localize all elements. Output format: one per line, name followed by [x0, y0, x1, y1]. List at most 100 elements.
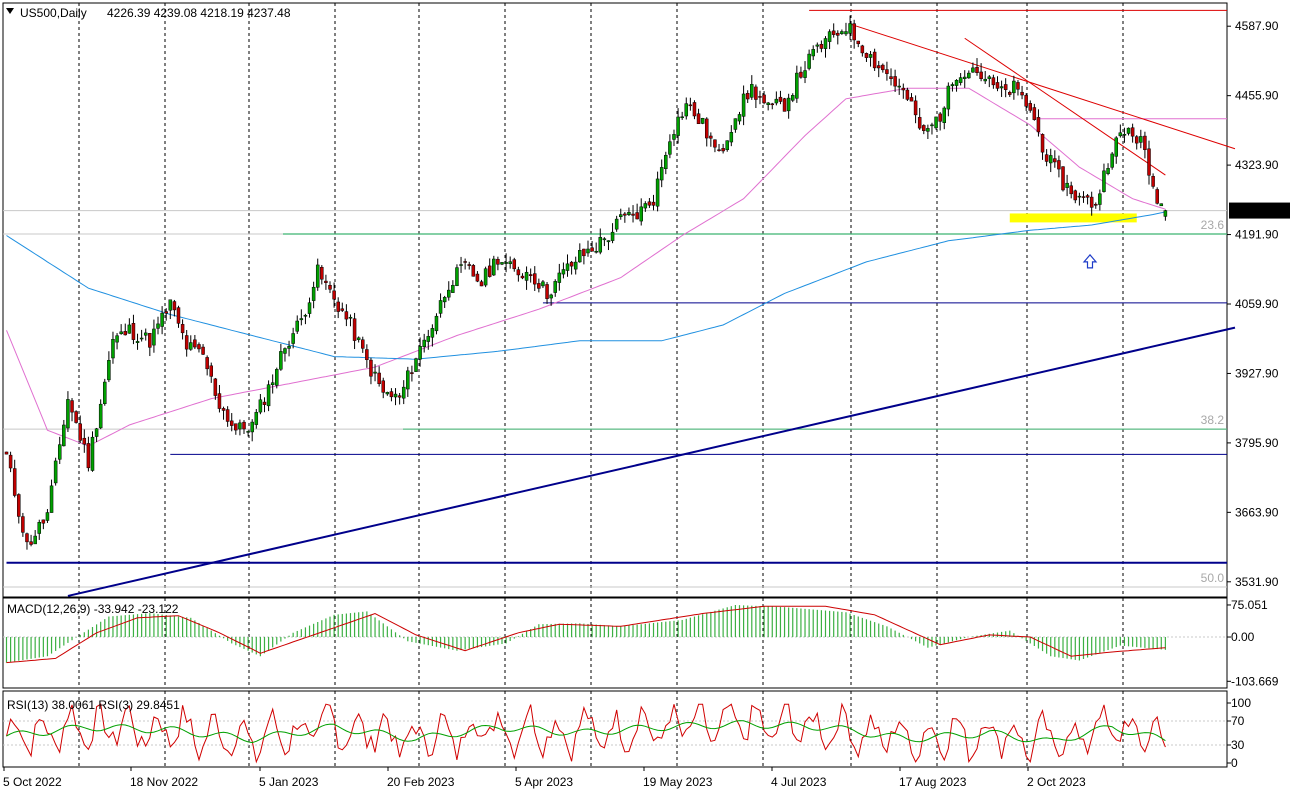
- candle-bull: [676, 116, 680, 136]
- rsi3-line: [6, 702, 1166, 764]
- current-price-tag: [1229, 202, 1290, 219]
- candle-bear: [1057, 160, 1061, 170]
- candle-bear: [12, 468, 17, 496]
- candle-bear: [176, 307, 181, 324]
- candle-bull: [33, 535, 37, 545]
- candle-bear: [205, 357, 209, 370]
- candle-bull: [1102, 170, 1106, 192]
- candle-bull: [733, 118, 738, 130]
- candle-bear: [332, 290, 336, 300]
- candle-bull: [680, 116, 684, 119]
- candle-bear: [496, 258, 500, 265]
- candle-bear: [324, 280, 328, 283]
- candle-bull: [418, 346, 422, 360]
- candle-bull: [897, 85, 901, 88]
- date-tick-label: 5 Apr 2023: [515, 775, 573, 789]
- candle-bull: [934, 116, 938, 129]
- rsi-tick-label: 0: [1231, 756, 1238, 770]
- date-tick-label: 20 Feb 2023: [387, 775, 455, 789]
- candle-bear: [1134, 136, 1139, 144]
- candle-bull: [291, 333, 295, 344]
- candle-bull: [160, 312, 164, 327]
- candle-bear: [365, 349, 369, 360]
- candle-bull: [573, 261, 578, 270]
- candle-bear: [344, 311, 349, 320]
- candle-bear: [995, 82, 1000, 89]
- candle-bull: [45, 512, 50, 521]
- candle-bear: [131, 323, 136, 340]
- price-tick-label: 3663.90: [1235, 505, 1279, 519]
- candle-bear: [799, 71, 803, 78]
- candle-bull: [66, 399, 70, 429]
- candle-bull: [508, 261, 512, 265]
- candle-bear: [242, 421, 246, 430]
- candle-bear: [905, 89, 910, 100]
- candle-bear: [1073, 190, 1078, 201]
- candle-bear: [148, 333, 152, 348]
- candle-bull: [774, 98, 779, 104]
- candle-bull: [983, 78, 987, 82]
- candle-bull: [848, 23, 852, 34]
- fibo-level-label: 23.6: [1201, 218, 1225, 232]
- candle-bear: [1081, 196, 1086, 198]
- candle-bear: [889, 76, 893, 79]
- candle-bear: [1151, 176, 1155, 187]
- candle-bull: [189, 342, 193, 350]
- candle-bull: [127, 324, 132, 334]
- candle-bear: [528, 274, 533, 276]
- candle-bear: [1143, 135, 1147, 151]
- price-tick-label: 4191.90: [1235, 228, 1279, 242]
- dropdown-triangle-icon[interactable]: [6, 8, 14, 14]
- candle-bear: [569, 261, 574, 267]
- candle-bull: [504, 262, 508, 264]
- highlight-zone: [1009, 213, 1137, 223]
- candle-bull: [422, 339, 426, 347]
- candle-bear: [74, 411, 78, 423]
- candle-bull: [1163, 210, 1168, 217]
- candle-bear: [352, 318, 357, 341]
- candle-bear: [876, 65, 881, 69]
- candle-bear: [8, 454, 13, 469]
- candle-bull: [492, 258, 496, 276]
- candle-bull: [311, 286, 316, 301]
- candle-bear: [1032, 107, 1037, 120]
- candle-bull: [385, 392, 390, 395]
- candle-bull: [795, 72, 799, 99]
- candle-bull: [434, 315, 439, 332]
- candle-bear: [520, 275, 525, 279]
- macd-tick-label: 75.051: [1231, 598, 1268, 612]
- candle-bull: [598, 237, 603, 253]
- candle-bull: [958, 77, 963, 83]
- candle-bull: [1106, 168, 1110, 174]
- candle-bear: [938, 113, 942, 122]
- candle-bear: [361, 339, 365, 349]
- candle-bear: [516, 269, 521, 276]
- candle-bear: [762, 94, 766, 104]
- candle-bear: [82, 437, 87, 445]
- candle-bear: [885, 69, 889, 74]
- candle-bear: [184, 335, 189, 350]
- candle-bull: [442, 297, 447, 303]
- candle-bull: [414, 358, 418, 372]
- candle-bear: [864, 53, 869, 58]
- candle-bear: [1155, 189, 1159, 204]
- candle-bear: [1044, 154, 1049, 162]
- fibo-level-label: 38.2: [1201, 413, 1225, 427]
- candle-bull: [672, 134, 676, 140]
- candle-bear: [479, 281, 484, 287]
- candle-bear: [225, 409, 230, 422]
- candle-bull: [1110, 153, 1114, 168]
- candle-bear: [193, 339, 197, 348]
- candle-bull: [107, 360, 111, 381]
- candle-bull: [393, 393, 398, 398]
- date-tick-label: 2 Oct 2023: [1027, 775, 1086, 789]
- candle-bear: [1053, 158, 1057, 163]
- candle-bear: [410, 372, 414, 374]
- candle-bear: [709, 135, 713, 139]
- candle-bear: [758, 96, 762, 98]
- macd-label: MACD(12,26,9) -33.942 -23.122: [7, 602, 179, 616]
- candle-bear: [623, 213, 627, 216]
- candle-bear: [852, 23, 856, 41]
- macd-tick-label: -103.669: [1231, 674, 1279, 688]
- candle-bear: [745, 93, 750, 100]
